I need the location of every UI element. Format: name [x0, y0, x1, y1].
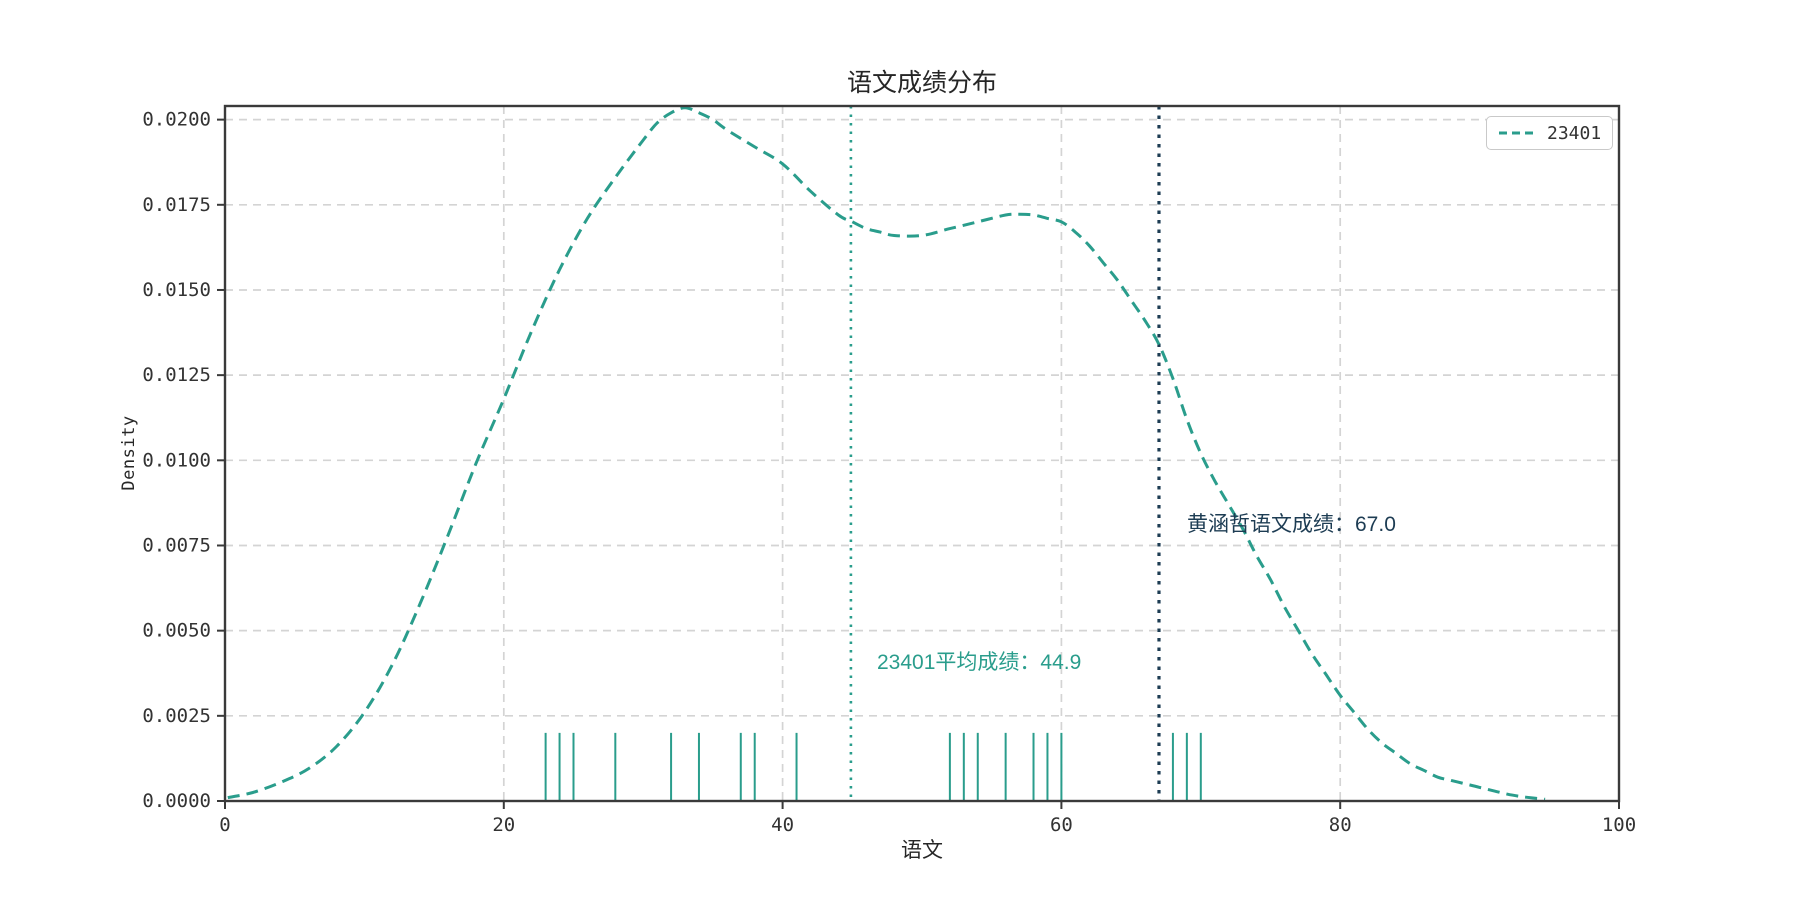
x-tick-label: 40 [771, 814, 794, 836]
x-axis-label: 语文 [901, 839, 943, 862]
x-tick-label: 80 [1329, 814, 1352, 836]
rug-marks [544, 732, 1202, 800]
y-tick-label: 0.0150 [142, 279, 211, 301]
kde-curve [227, 106, 1546, 801]
axis-ticks [217, 118, 1620, 809]
y-axis-label: Density [119, 415, 139, 491]
y-tick-label: 0.0100 [142, 449, 211, 471]
x-tick-label: 100 [1602, 814, 1636, 836]
chart-title: 语文成绩分布 [846, 69, 998, 97]
y-tick-label: 0.0075 [142, 534, 211, 556]
y-tick-label: 0.0175 [142, 194, 211, 216]
axes-spines [223, 104, 1621, 803]
gridlines [224, 106, 1620, 802]
legend-entry-label: 23401 [1547, 122, 1602, 144]
y-tick-label: 0.0125 [142, 364, 211, 386]
tick-labels: 0 20 40 60 80 100 0.0000 0.0025 0.0050 0.0075 0.01… [142, 109, 1636, 836]
legend-box: 23401 [1486, 116, 1614, 150]
legend-line-sample [1499, 131, 1537, 135]
student-score-annotation: 黄涵哲语文成绩：67.0 [1187, 513, 1396, 536]
y-tick-label: 0.0200 [142, 109, 211, 131]
x-tick-label: 60 [1050, 814, 1073, 836]
y-tick-label: 0.0000 [142, 790, 211, 812]
x-tick-label: 20 [492, 814, 515, 836]
x-tick-label: 0 [219, 814, 230, 836]
class-mean-annotation: 23401平均成绩：44.9 [877, 651, 1082, 674]
y-tick-label: 0.0025 [142, 705, 211, 727]
y-tick-label: 0.0050 [142, 620, 211, 642]
